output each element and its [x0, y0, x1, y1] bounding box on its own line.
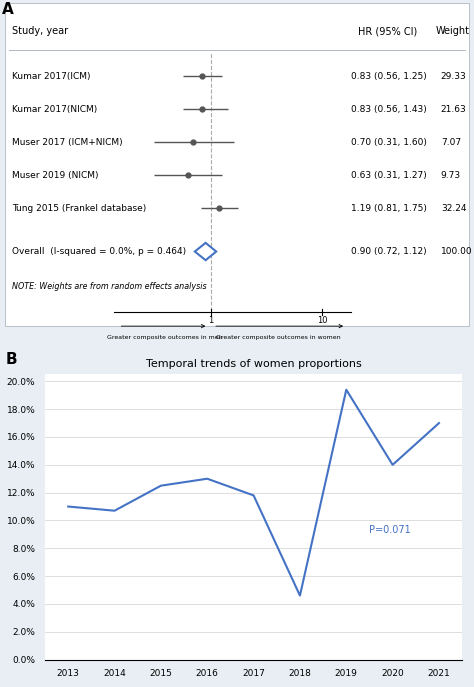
Text: 21.63: 21.63	[441, 105, 466, 114]
Text: Weight: Weight	[436, 26, 470, 36]
Text: 0.90 (0.72, 1.12): 0.90 (0.72, 1.12)	[351, 247, 427, 256]
Text: Study, year: Study, year	[12, 26, 68, 36]
Text: 0.83 (0.56, 1.43): 0.83 (0.56, 1.43)	[351, 105, 427, 114]
Text: 0.70 (0.31, 1.60): 0.70 (0.31, 1.60)	[351, 137, 427, 147]
Text: B: B	[6, 352, 18, 368]
FancyBboxPatch shape	[5, 3, 469, 326]
Text: Kumar 2017(NICM): Kumar 2017(NICM)	[12, 105, 97, 114]
Text: 9.73: 9.73	[441, 170, 461, 180]
Text: Tung 2015 (Frankel database): Tung 2015 (Frankel database)	[12, 203, 146, 213]
Text: 1: 1	[208, 317, 213, 326]
Text: 100.00: 100.00	[441, 247, 473, 256]
Text: 0.63 (0.31, 1.27): 0.63 (0.31, 1.27)	[351, 170, 427, 180]
Text: HR (95% CI): HR (95% CI)	[358, 26, 417, 36]
Title: Temporal trends of women proportions: Temporal trends of women proportions	[146, 359, 362, 370]
Text: 0.83 (0.56, 1.25): 0.83 (0.56, 1.25)	[351, 72, 427, 81]
Text: A: A	[2, 2, 14, 16]
Text: Overall  (I-squared = 0.0%, p = 0.464): Overall (I-squared = 0.0%, p = 0.464)	[12, 247, 186, 256]
Text: Greater composite outcomes in men: Greater composite outcomes in men	[107, 335, 222, 340]
Text: 1.19 (0.81, 1.75): 1.19 (0.81, 1.75)	[351, 203, 427, 213]
Text: Greater composite outcomes in women: Greater composite outcomes in women	[216, 335, 341, 340]
Text: Kumar 2017(ICM): Kumar 2017(ICM)	[12, 72, 91, 81]
Text: P=0.071: P=0.071	[369, 525, 411, 535]
Text: 10: 10	[317, 317, 328, 326]
Text: Muser 2017 (ICM+NICM): Muser 2017 (ICM+NICM)	[12, 137, 122, 147]
Polygon shape	[195, 243, 216, 260]
Text: 29.33: 29.33	[441, 72, 466, 81]
Text: 7.07: 7.07	[441, 137, 461, 147]
Text: Muser 2019 (NICM): Muser 2019 (NICM)	[12, 170, 98, 180]
Text: NOTE: Weights are from random effects analysis: NOTE: Weights are from random effects an…	[12, 282, 207, 291]
Text: 32.24: 32.24	[441, 203, 466, 213]
